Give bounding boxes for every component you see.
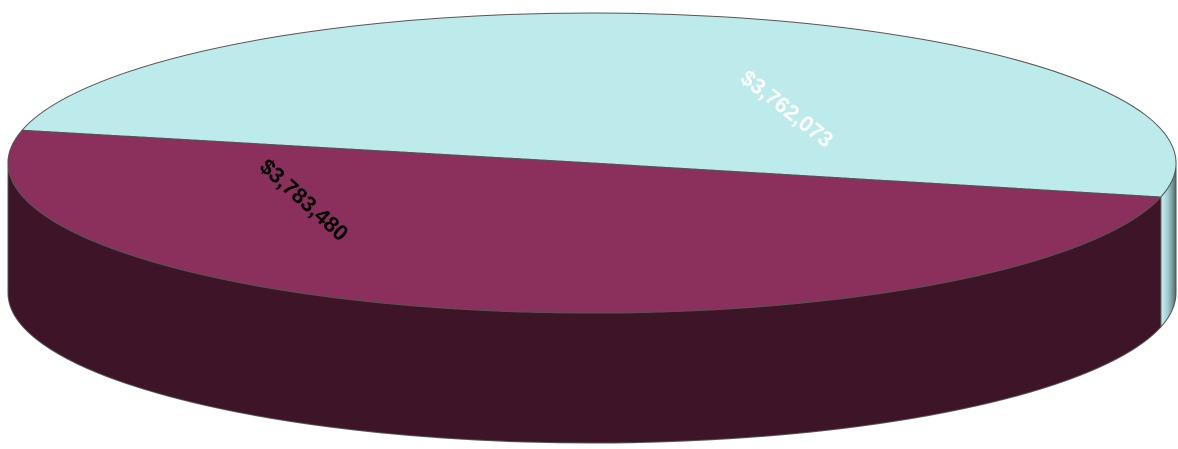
pie-slice-1: [7, 129, 1162, 314]
pie-tops: [7, 12, 1177, 314]
pie-slice-0: [21, 12, 1177, 198]
